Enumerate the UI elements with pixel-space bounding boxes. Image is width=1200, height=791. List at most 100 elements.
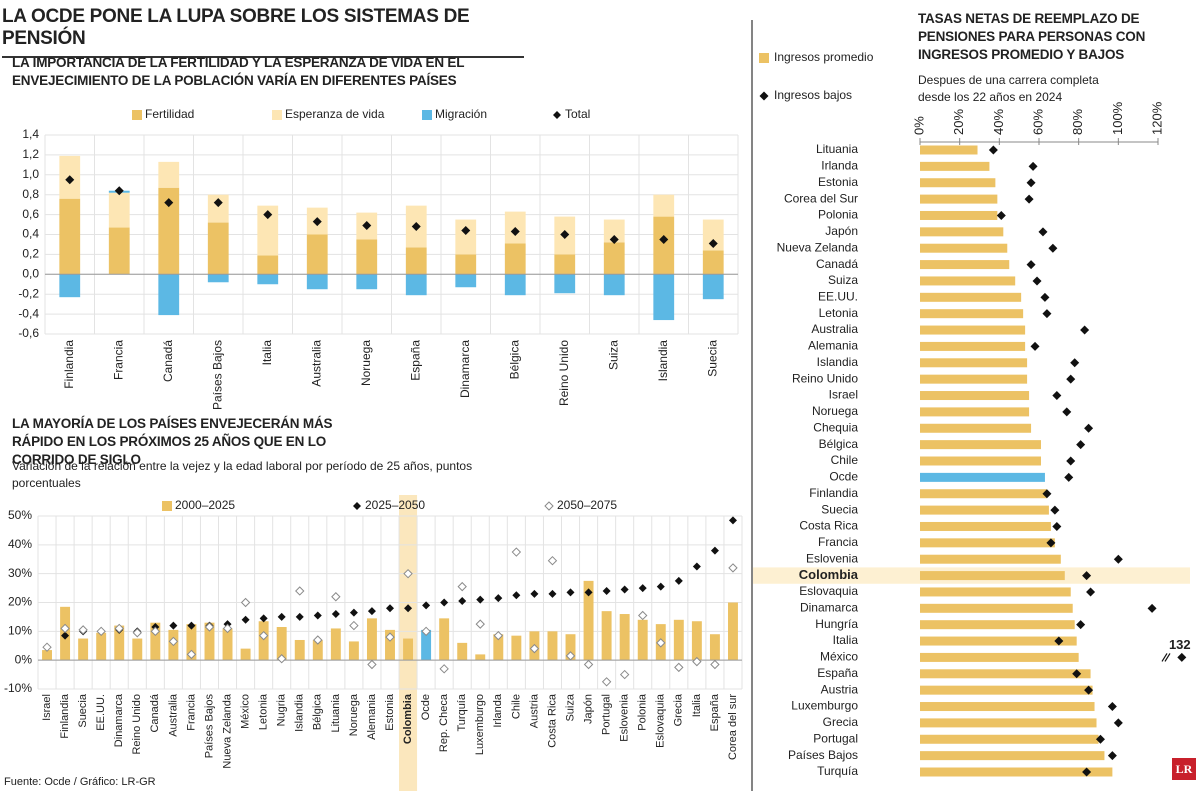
x-tick-label: Eslovenia <box>619 693 631 742</box>
point <box>1050 505 1060 515</box>
point <box>692 562 701 571</box>
y-tick-label: Grecia <box>823 715 859 729</box>
point <box>674 576 683 585</box>
bar <box>920 571 1065 581</box>
point <box>1040 292 1050 302</box>
x-tick-label: Alemania <box>366 693 378 740</box>
bar <box>257 255 279 275</box>
bar <box>366 618 377 661</box>
y-tick-label: -0,4 <box>18 306 39 320</box>
point <box>1107 702 1117 712</box>
x-tick-label: Italia <box>260 340 274 366</box>
bar <box>920 587 1071 597</box>
point <box>1054 636 1064 646</box>
y-tick-label: Luxemburgo <box>791 699 858 713</box>
bar <box>504 274 526 296</box>
y-tick-label: Austria <box>821 682 859 696</box>
point <box>638 584 647 593</box>
point <box>476 595 485 604</box>
bar <box>920 718 1097 728</box>
point <box>1113 554 1123 564</box>
bar <box>702 274 724 300</box>
point <box>1082 571 1092 581</box>
point <box>1052 521 1062 531</box>
bar <box>403 638 414 661</box>
x-tick-label: Lituania <box>330 693 342 732</box>
point <box>674 662 684 673</box>
point <box>213 198 223 208</box>
y-tick-label: 1,2 <box>22 147 39 161</box>
point <box>461 226 471 236</box>
point <box>1076 440 1086 450</box>
x-tick-label: Estonia <box>384 693 396 731</box>
x-tick-label: Finlandia <box>59 693 71 739</box>
x-tick-label: 60% <box>1030 109 1045 135</box>
y-tick-label: Suecia <box>821 502 858 516</box>
y-tick-label: Reino Unido <box>792 371 858 385</box>
bar <box>457 642 468 661</box>
x-tick-label: Austria <box>528 693 540 728</box>
y-tick-label: Colombia <box>799 567 859 582</box>
point <box>65 175 75 185</box>
main-title: LA OCDE PONE LA LUPA SOBRE LOS SISTEMAS … <box>2 6 524 58</box>
bar <box>920 521 1051 531</box>
bar <box>583 580 594 661</box>
point <box>1113 718 1123 728</box>
bar <box>207 274 229 283</box>
point <box>411 222 421 232</box>
x-tick-label: Francia <box>185 693 197 731</box>
point <box>385 632 395 642</box>
point <box>547 555 558 566</box>
point <box>1177 652 1187 662</box>
point <box>1042 489 1052 499</box>
bar <box>920 374 1028 384</box>
y-tick-label: 50% <box>8 508 32 522</box>
bar <box>554 254 576 275</box>
bar <box>920 391 1030 401</box>
bar <box>78 638 89 661</box>
bar <box>356 274 378 290</box>
bar <box>920 505 1049 515</box>
y-tick-label: Noruega <box>812 404 858 418</box>
bar <box>554 274 576 294</box>
point <box>439 664 449 674</box>
chart-subtitle: Despues de una carrera completa desde lo… <box>918 73 1099 104</box>
point <box>1086 587 1096 597</box>
bar <box>108 192 130 228</box>
x-tick-label: Islandia <box>294 693 306 732</box>
x-tick-label: Francia <box>111 340 125 380</box>
x-tick-label: Luxemburgo <box>474 694 486 755</box>
x-tick-label: Nugria <box>276 693 288 726</box>
bar <box>114 625 125 661</box>
point <box>493 630 504 641</box>
x-tick-label: 20% <box>951 109 966 135</box>
point <box>1066 374 1076 384</box>
point <box>1076 620 1086 630</box>
point <box>312 217 322 227</box>
y-tick-label: Japón <box>825 224 858 238</box>
point <box>1082 767 1092 777</box>
x-tick-label: Italia <box>691 693 703 717</box>
bar <box>455 274 477 288</box>
point <box>114 623 124 634</box>
point <box>186 649 197 660</box>
bar <box>312 639 323 661</box>
y-tick-label: Turquía <box>817 764 858 778</box>
point <box>349 608 358 617</box>
bar <box>421 629 432 661</box>
bar <box>702 219 724 251</box>
y-tick-label: -10% <box>4 681 32 695</box>
bar <box>405 274 427 296</box>
bar <box>920 407 1030 417</box>
legend-label: 2050–2075 <box>557 498 617 512</box>
y-tick-label: México <box>820 650 858 664</box>
point <box>1024 194 1034 204</box>
point <box>331 610 340 619</box>
point <box>259 614 268 623</box>
y-tick-label: Ocde <box>829 470 858 484</box>
x-tick-label: 80% <box>1070 109 1085 135</box>
bar <box>207 194 229 223</box>
point <box>560 230 570 239</box>
point <box>1080 325 1090 335</box>
x-tick-label: Nueva Zelanda <box>221 693 233 768</box>
